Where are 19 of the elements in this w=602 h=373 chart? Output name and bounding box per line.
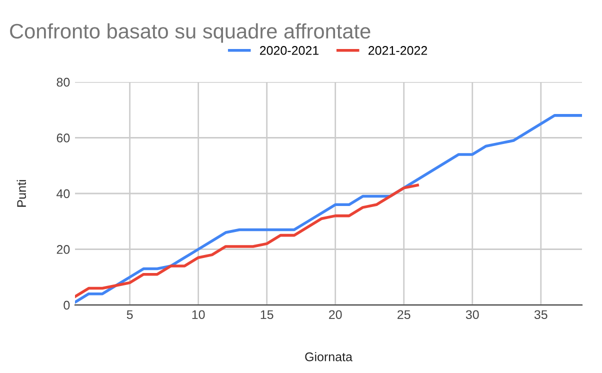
legend-label: 2021-2022: [368, 46, 428, 55]
x-tick-label: 10: [192, 310, 205, 320]
y-axis-title: Punti: [16, 180, 26, 207]
y-tick-label: 60: [56, 134, 70, 142]
line-series: [75, 184, 419, 298]
x-tick-label: 20: [329, 310, 342, 320]
line-series: [75, 114, 582, 304]
legend-label: 2020-2021: [260, 46, 319, 55]
y-tick-label: 0: [64, 300, 70, 310]
y-tick-label: 80: [56, 78, 70, 87]
x-tick-label: 35: [534, 310, 548, 320]
y-tick-label: 20: [56, 245, 70, 254]
x-tick-label: 30: [466, 310, 479, 320]
y-tick-label: 40: [56, 189, 70, 198]
x-tick-label: 15: [260, 310, 274, 320]
x-tick-label: 25: [398, 310, 410, 320]
x-tick-label: 5: [126, 310, 133, 320]
x-axis-title: Giornata: [305, 352, 352, 362]
chart-title: Confronto basato su squadre affrontate: [10, 23, 370, 43]
